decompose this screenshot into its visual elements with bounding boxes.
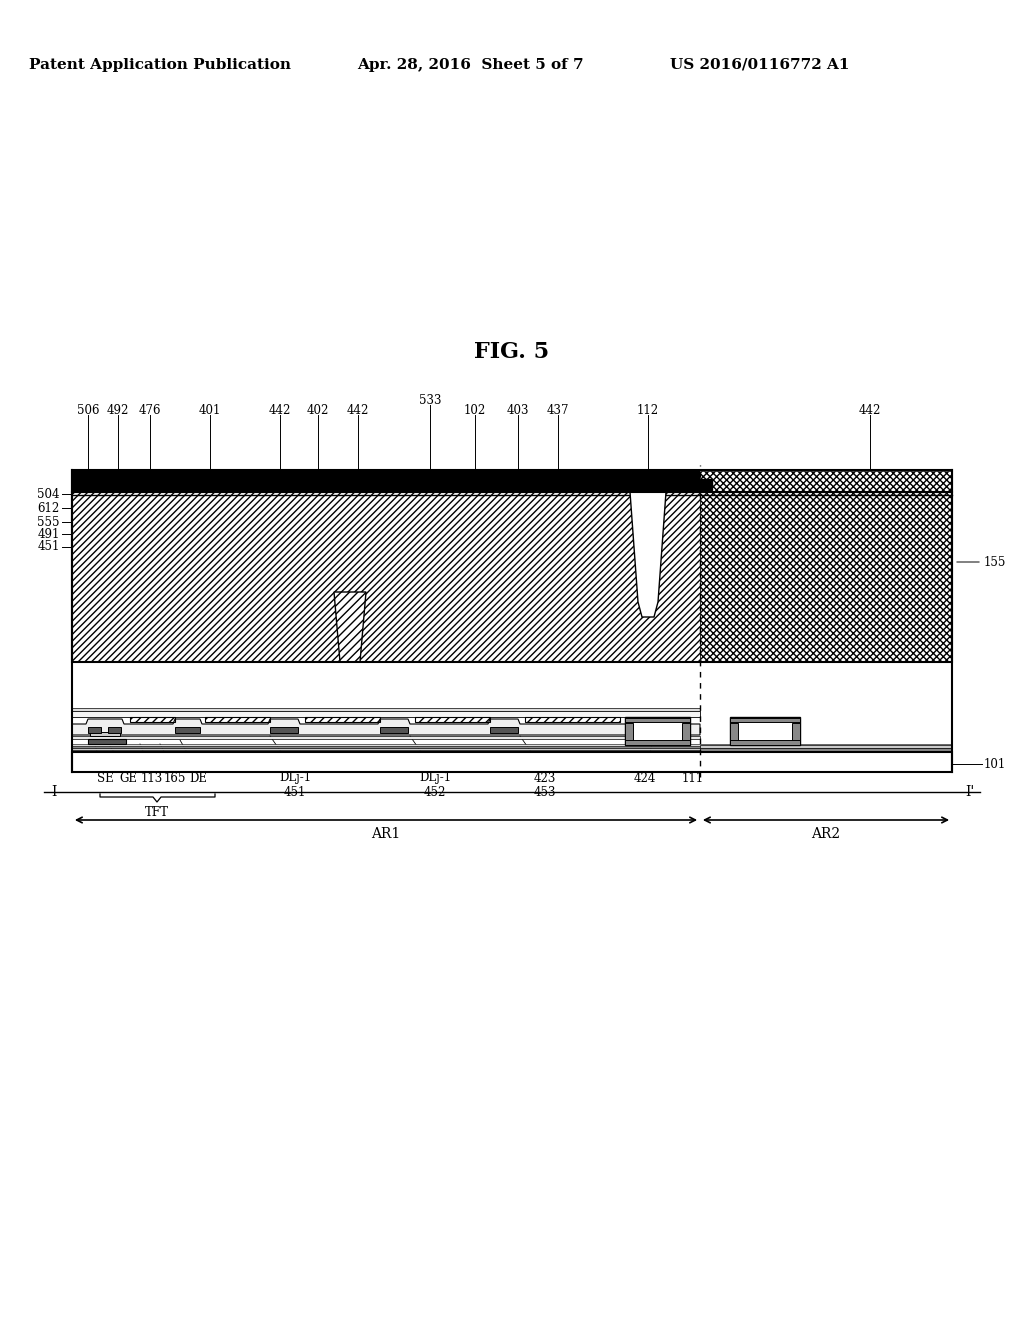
Bar: [72, 746, 952, 748]
Text: 453: 453: [534, 785, 556, 799]
Bar: [88, 727, 101, 733]
Bar: [525, 717, 620, 722]
Bar: [700, 471, 951, 491]
Bar: [792, 723, 800, 744]
Bar: [90, 733, 120, 737]
Text: 612: 612: [38, 502, 60, 515]
Text: GE: GE: [119, 771, 137, 784]
Text: 506: 506: [77, 404, 99, 417]
Text: 451: 451: [284, 785, 306, 799]
Bar: [694, 479, 712, 490]
Bar: [130, 717, 175, 722]
Bar: [534, 479, 550, 490]
Bar: [730, 717, 800, 744]
Polygon shape: [72, 719, 700, 735]
Text: 442: 442: [347, 404, 370, 417]
Bar: [72, 748, 952, 750]
Bar: [72, 750, 952, 752]
Text: DE: DE: [189, 771, 207, 784]
Bar: [72, 711, 700, 717]
Text: 403: 403: [507, 404, 529, 417]
Bar: [72, 663, 952, 752]
Bar: [700, 744, 952, 748]
Bar: [108, 727, 121, 733]
Bar: [700, 748, 952, 752]
Text: 533: 533: [419, 393, 441, 407]
Bar: [205, 717, 270, 722]
Bar: [682, 723, 690, 744]
Bar: [395, 479, 412, 490]
Bar: [305, 717, 380, 722]
Bar: [625, 741, 690, 744]
Bar: [700, 492, 952, 663]
Text: DLj-1: DLj-1: [279, 771, 311, 784]
Text: 442: 442: [269, 404, 291, 417]
Text: 113: 113: [141, 771, 163, 784]
Bar: [700, 471, 951, 491]
Text: 504: 504: [38, 487, 60, 500]
Text: 401: 401: [199, 404, 221, 417]
Text: I: I: [51, 785, 56, 799]
Bar: [700, 492, 952, 663]
Bar: [175, 727, 200, 733]
Text: 112: 112: [637, 404, 659, 417]
Bar: [270, 727, 298, 733]
Text: DLj-1: DLj-1: [419, 771, 451, 784]
Bar: [340, 479, 360, 490]
Text: US 2016/0116772 A1: US 2016/0116772 A1: [671, 58, 850, 73]
Text: 437: 437: [547, 404, 569, 417]
Bar: [730, 723, 738, 744]
Text: 442: 442: [859, 404, 882, 417]
Text: 452: 452: [424, 785, 446, 799]
Bar: [625, 723, 633, 744]
Bar: [72, 737, 700, 739]
Polygon shape: [334, 591, 366, 663]
Text: 111: 111: [682, 771, 705, 784]
Text: Patent Application Publication: Patent Application Publication: [29, 58, 291, 73]
Polygon shape: [630, 492, 666, 616]
Text: 476: 476: [138, 404, 161, 417]
Text: 155: 155: [984, 556, 1007, 569]
Text: FIG. 5: FIG. 5: [474, 341, 550, 363]
Text: I': I': [966, 785, 975, 799]
Text: AR2: AR2: [811, 828, 841, 841]
Text: 165: 165: [164, 771, 186, 784]
Bar: [72, 744, 952, 746]
Bar: [730, 718, 800, 722]
Text: 423: 423: [534, 771, 556, 784]
Text: TFT: TFT: [145, 805, 169, 818]
Bar: [72, 752, 952, 772]
Text: 555: 555: [38, 516, 60, 528]
Text: 424: 424: [634, 771, 656, 784]
Text: 402: 402: [307, 404, 329, 417]
Text: SE: SE: [96, 771, 114, 784]
Bar: [730, 741, 800, 744]
Text: 102: 102: [464, 404, 486, 417]
Bar: [625, 717, 690, 744]
Text: 491: 491: [38, 528, 60, 540]
Text: 101: 101: [984, 758, 1007, 771]
Bar: [380, 727, 408, 733]
Bar: [490, 727, 518, 733]
Text: 492: 492: [106, 404, 129, 417]
Bar: [72, 470, 952, 492]
Text: 451: 451: [38, 540, 60, 553]
Bar: [72, 492, 700, 663]
Bar: [72, 708, 700, 711]
Bar: [415, 717, 490, 722]
Bar: [72, 492, 700, 663]
Bar: [72, 492, 952, 663]
Text: Apr. 28, 2016  Sheet 5 of 7: Apr. 28, 2016 Sheet 5 of 7: [356, 58, 584, 73]
Bar: [625, 718, 690, 722]
Text: AR1: AR1: [372, 828, 400, 841]
Bar: [88, 739, 126, 744]
